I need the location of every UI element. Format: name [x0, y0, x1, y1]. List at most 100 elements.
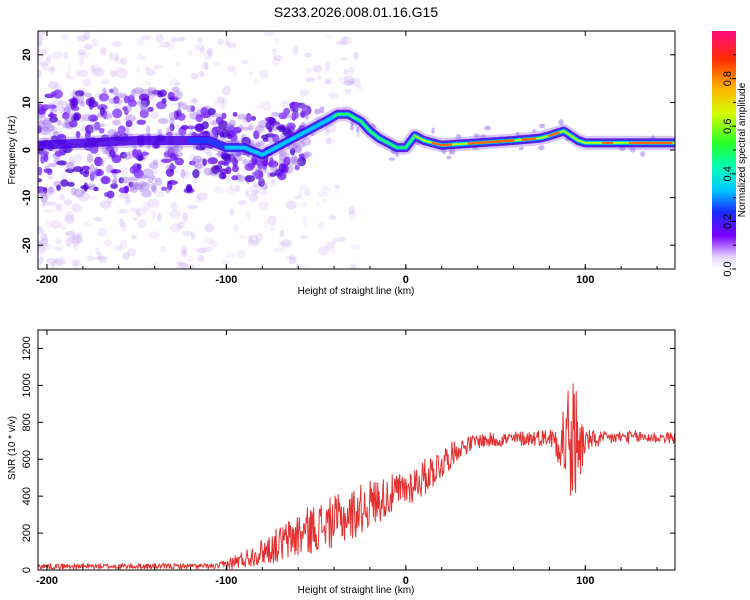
signal-blob [63, 112, 74, 123]
noise-blob [164, 101, 176, 107]
signal-blob [250, 115, 257, 121]
noise-blob [252, 79, 261, 85]
signal-blob [107, 129, 117, 138]
signal-blob [255, 141, 265, 147]
noise-blob [49, 219, 62, 229]
signal-blob [180, 168, 186, 179]
noise-blob [181, 244, 188, 255]
noise-blob [83, 43, 93, 51]
noise-blob [227, 42, 237, 49]
noise-blob [217, 96, 225, 104]
noise-blob [50, 261, 55, 269]
signal-blob [185, 183, 193, 193]
signal-blob [253, 142, 262, 148]
noise-blob [232, 68, 238, 77]
signal-blob [68, 120, 78, 128]
noise-blob [115, 244, 123, 251]
noise-blob [133, 216, 138, 221]
noise-blob [97, 251, 102, 259]
signal-blob [211, 120, 218, 126]
signal-blob [231, 175, 239, 181]
noise-blob [293, 195, 303, 200]
noise-blob [202, 246, 213, 253]
noise-blob [53, 246, 64, 251]
signal-blob [46, 124, 55, 132]
noise-blob [278, 241, 291, 247]
noise-blob [83, 31, 91, 41]
noise-blob [109, 70, 118, 77]
signal-blob [168, 111, 177, 121]
signal-blob [64, 168, 75, 174]
noise-blob [299, 88, 310, 97]
signal-blob [257, 162, 263, 170]
noise-blob [101, 157, 107, 162]
signal-blob [283, 107, 291, 116]
noise-blob [272, 54, 283, 62]
signal-blob [190, 105, 196, 112]
noise-blob [38, 115, 42, 123]
sparse-blob [350, 121, 354, 127]
noise-blob [249, 234, 259, 245]
noise-blob [78, 52, 91, 59]
noise-blob [44, 56, 51, 66]
noise-blob [92, 64, 101, 73]
signal-blob [294, 110, 299, 119]
noise-blob [130, 234, 137, 240]
colorbar-gradient [712, 31, 736, 269]
noise-blob [148, 231, 160, 239]
noise-blob [281, 100, 290, 105]
noise-blob [233, 223, 239, 233]
signal-blob [160, 158, 172, 164]
noise-blob [263, 219, 270, 229]
noise-blob [340, 36, 352, 45]
sparse-blob [305, 114, 309, 121]
noise-blob [114, 52, 119, 62]
sparse-blob [319, 106, 325, 114]
signal-blob [218, 172, 227, 180]
noise-blob [332, 237, 338, 245]
signal-blob [186, 104, 196, 113]
y-tick-label: 400 [21, 487, 33, 505]
signal-blob [148, 162, 159, 169]
signal-blob [87, 114, 99, 122]
signal-blob [129, 187, 139, 193]
signal-blob [263, 157, 269, 167]
noise-blob [94, 216, 103, 222]
signal-blob [38, 166, 43, 176]
snr-series-line [38, 383, 675, 570]
signal-blob [101, 87, 107, 94]
noise-blob [188, 255, 193, 263]
noise-blob [324, 78, 332, 84]
sparse-blob [538, 145, 545, 151]
spectrogram-x-ticks: -200 -100 0 100 [36, 31, 658, 286]
signal-blob [129, 165, 138, 174]
signal-blob [188, 160, 197, 166]
noise-blob [316, 222, 325, 230]
noise-blob [76, 69, 88, 77]
sparse-blob [301, 121, 306, 128]
signal-blob [129, 181, 138, 191]
noise-blob [38, 239, 48, 246]
noise-blob [47, 201, 57, 206]
signal-blob [106, 190, 115, 199]
noise-blob [317, 245, 330, 256]
noise-blob [38, 41, 44, 46]
noise-blob [86, 255, 96, 262]
signal-blob [42, 119, 53, 126]
noise-blob [38, 240, 44, 249]
noise-blob [54, 257, 66, 266]
noise-blob [111, 41, 122, 47]
signal-blob [163, 151, 169, 159]
noise-blob [126, 248, 136, 257]
noise-blob [260, 100, 272, 111]
signal-blob [173, 144, 179, 154]
noise-blob [203, 50, 213, 61]
signal-blob [286, 122, 296, 130]
noise-blob [65, 71, 71, 77]
noise-blob [151, 210, 156, 220]
noise-blob [51, 51, 64, 60]
colorbar-tick-label: 0.2 [722, 214, 734, 229]
noise-blob [153, 65, 163, 70]
signal-blob [84, 130, 91, 140]
